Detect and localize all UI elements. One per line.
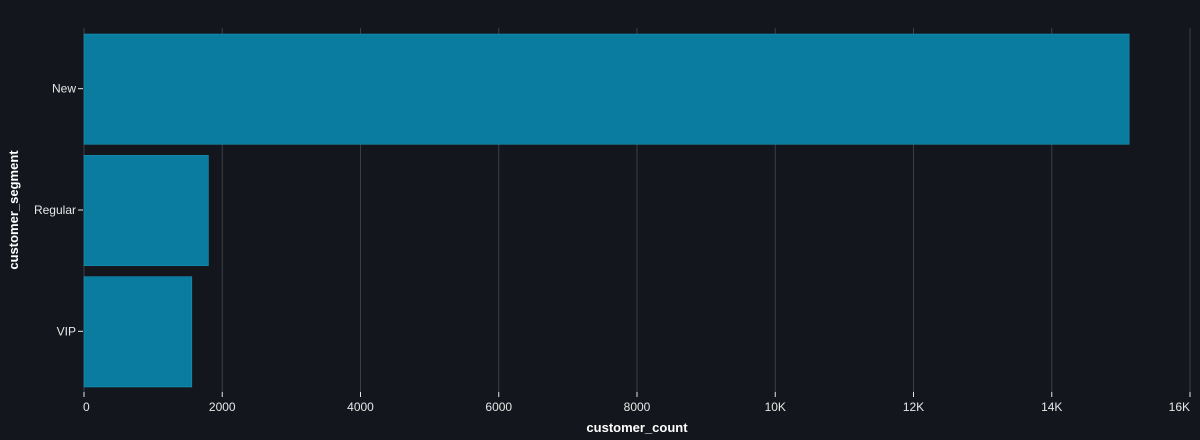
bar-regular[interactable] (83, 155, 209, 266)
y-axis-ticks: New Regular VIP (34, 82, 83, 338)
x-tick-label-3: 6000 (485, 400, 512, 414)
x-axis-ticks: 0 2000 4000 6000 8000 10K 12K 14K 16K (83, 392, 1191, 414)
bar-vip[interactable] (83, 276, 193, 388)
bar-new[interactable] (83, 33, 1130, 145)
y-tick-label-regular: Regular (34, 203, 76, 217)
x-tick-label-4: 8000 (624, 400, 651, 414)
bars (83, 33, 1130, 388)
x-tick-label-2: 4000 (347, 400, 374, 414)
x-axis-title: customer_count (586, 420, 688, 435)
x-tick-label-1: 2000 (209, 400, 236, 414)
x-tick-label-5: 10K (765, 400, 786, 414)
x-tick-label-6: 12K (903, 400, 924, 414)
x-tick-label-0: 0 (83, 400, 90, 414)
y-tick-label-new: New (52, 82, 76, 96)
y-axis-title: customer_segment (6, 150, 21, 270)
x-tick-label-7: 14K (1041, 400, 1062, 414)
x-tick-label-8: 16K (1169, 400, 1190, 414)
y-tick-label-vip: VIP (57, 324, 76, 338)
